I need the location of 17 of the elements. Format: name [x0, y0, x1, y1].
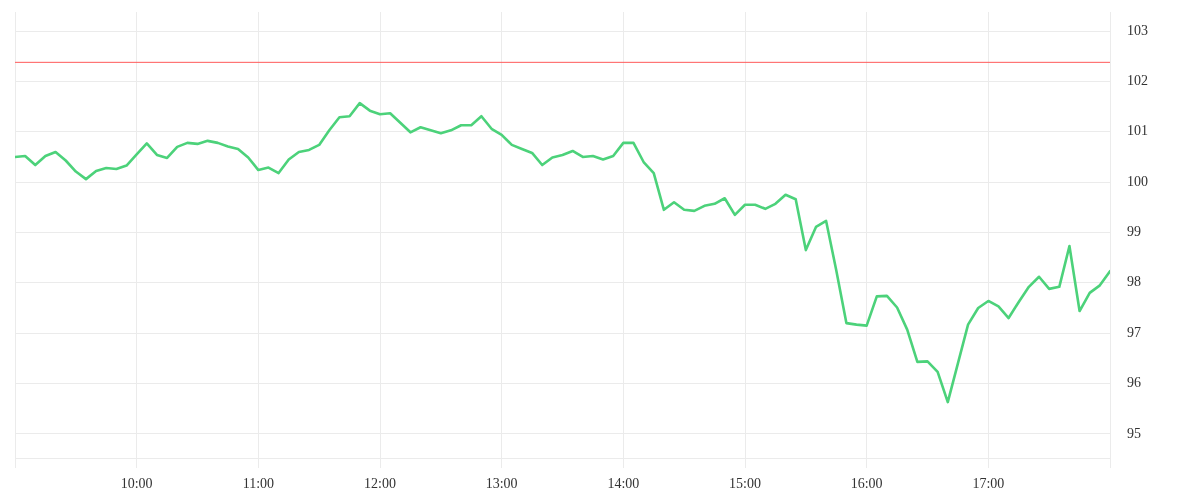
- x-tick-label: 14:00: [607, 476, 640, 492]
- y-tick-label: 97: [1127, 324, 1141, 340]
- x-tick-label: 10:00: [120, 476, 153, 492]
- y-tick-label: 103: [1127, 22, 1148, 38]
- x-tick-label: 12:00: [364, 476, 396, 492]
- y-tick-label: 102: [1127, 73, 1148, 89]
- y-tick-label: 99: [1127, 224, 1141, 240]
- x-tick-label: 13:00: [485, 476, 518, 492]
- x-tick-label: 11:00: [242, 476, 275, 492]
- y-tick-label: 98: [1127, 274, 1141, 290]
- y-tick-label: 101: [1127, 123, 1148, 139]
- y-tick-label: 95: [1127, 425, 1141, 441]
- y-tick-label: 100: [1127, 173, 1148, 189]
- x-tick-label: 15:00: [729, 476, 761, 492]
- x-tick-label: 17:00: [972, 476, 1005, 492]
- x-tick-label: 16:00: [850, 476, 883, 492]
- y-tick-label: 96: [1127, 375, 1141, 391]
